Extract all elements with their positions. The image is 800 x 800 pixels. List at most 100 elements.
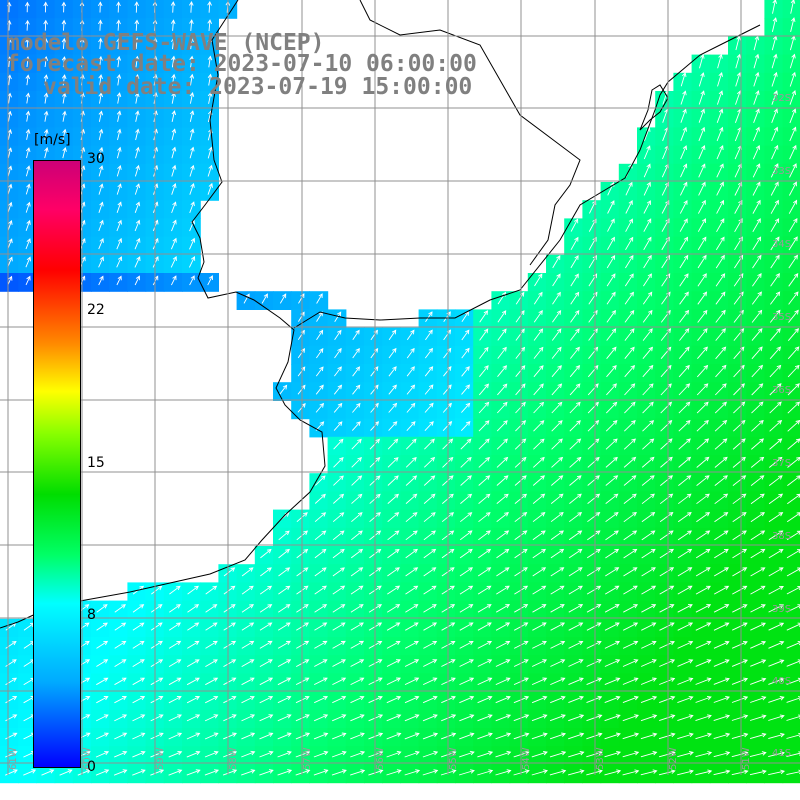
wind-arrow <box>643 236 652 251</box>
wind-arrow <box>461 311 470 323</box>
wind-arrow <box>134 55 140 68</box>
wind-arrow <box>624 291 634 305</box>
wind-arrow <box>134 201 141 213</box>
wind-cell <box>91 655 110 674</box>
wind-arrow <box>61 74 67 86</box>
wind-arrow <box>625 200 633 214</box>
wind-arrow <box>189 110 195 123</box>
wind-arrow <box>43 74 49 86</box>
wind-arrow <box>643 273 652 287</box>
wind-cell <box>709 291 729 310</box>
lat-label: 37S <box>772 458 791 469</box>
wind-cell <box>582 509 602 529</box>
wind-arrow <box>789 53 796 69</box>
wind-arrow <box>770 254 780 269</box>
wind-arrow <box>116 92 122 104</box>
wind-arrow <box>207 146 213 159</box>
wind-arrow <box>7 201 13 213</box>
wind-cell <box>382 618 401 638</box>
wind-arrow <box>189 275 195 286</box>
wind-arrow <box>716 163 724 178</box>
wind-arrow <box>25 183 31 195</box>
wind-cell <box>673 546 693 565</box>
wind-arrow <box>789 90 797 105</box>
wind-arrow <box>771 71 778 87</box>
colorbar-tick-0: 0 <box>87 759 96 775</box>
wind-cell <box>254 637 274 656</box>
wind-arrow <box>716 218 725 233</box>
wind-arrow <box>570 310 580 323</box>
wind-arrow <box>606 273 616 287</box>
wind-arrow <box>715 309 726 323</box>
wind-arrow <box>189 201 195 214</box>
lat-label: 33S <box>772 166 791 177</box>
wind-arrow <box>189 128 195 141</box>
wind-arrow <box>80 238 86 250</box>
wind-arrow <box>715 291 726 305</box>
wind-arrow <box>643 163 651 178</box>
wind-arrow <box>189 183 195 195</box>
lat-label: 38S <box>772 531 791 542</box>
wind-arrow <box>680 72 687 87</box>
wind-arrow <box>25 256 31 268</box>
wind-arrow <box>171 55 176 68</box>
wind-arrow <box>134 183 141 195</box>
wind-arrow <box>261 293 268 304</box>
wind-arrow <box>116 201 122 213</box>
wind-cell <box>600 327 620 347</box>
wind-arrow <box>679 218 688 232</box>
wind-arrow <box>643 181 651 196</box>
wind-arrow <box>715 254 725 269</box>
lon-label: 61W <box>8 747 19 770</box>
wind-arrow <box>425 311 433 323</box>
wind-arrow <box>770 163 779 178</box>
lat-label: 41S <box>772 748 791 759</box>
wind-arrow <box>98 201 104 213</box>
wind-arrow <box>643 254 652 269</box>
wind-arrow <box>606 309 616 323</box>
wind-arrow <box>625 236 634 251</box>
wind-arrow <box>134 73 140 86</box>
wind-arrow <box>679 309 690 323</box>
wind-arrow <box>533 291 543 305</box>
colorbar-tick-30: 30 <box>87 151 105 167</box>
wind-arrow <box>680 145 688 160</box>
wind-arrow <box>116 165 122 177</box>
wind-arrow <box>697 291 708 305</box>
wind-arrow <box>171 164 177 177</box>
lon-label: 55W <box>448 747 459 770</box>
wind-arrow <box>134 275 141 286</box>
wind-arrow <box>188 255 196 268</box>
wind-arrow <box>606 255 616 269</box>
wind-arrow <box>570 273 579 287</box>
wind-arrow <box>533 310 543 323</box>
wind-arrow <box>697 218 706 232</box>
wind-arrow <box>771 108 778 123</box>
wind-arrow <box>189 164 195 177</box>
wind-cell <box>291 618 310 638</box>
colorbar-tick-8: 8 <box>87 607 96 623</box>
wind-cell <box>673 582 693 602</box>
wind-arrows <box>5 0 800 776</box>
wind-arrow <box>98 19 103 31</box>
wind-arrow <box>7 165 13 177</box>
wind-arrow <box>62 92 67 104</box>
wind-arrow <box>642 309 653 323</box>
wind-arrow <box>643 145 651 160</box>
wind-arrow <box>753 71 760 87</box>
wind-arrow <box>207 37 213 50</box>
wind-arrow <box>752 218 761 233</box>
wind-arrow <box>680 90 687 105</box>
wind-arrow <box>607 181 615 196</box>
wind-arrow <box>134 19 140 31</box>
wind-arrow <box>752 181 761 196</box>
wind-arrow <box>98 74 103 86</box>
wind-arrow <box>680 126 687 142</box>
wind-arrow <box>61 1 67 13</box>
wind-arrow <box>25 147 31 159</box>
wind-arrow <box>752 144 761 160</box>
wind-arrow <box>98 256 104 268</box>
wind-arrow <box>171 37 176 50</box>
wind-arrow <box>25 201 31 213</box>
wind-cell <box>418 582 438 602</box>
